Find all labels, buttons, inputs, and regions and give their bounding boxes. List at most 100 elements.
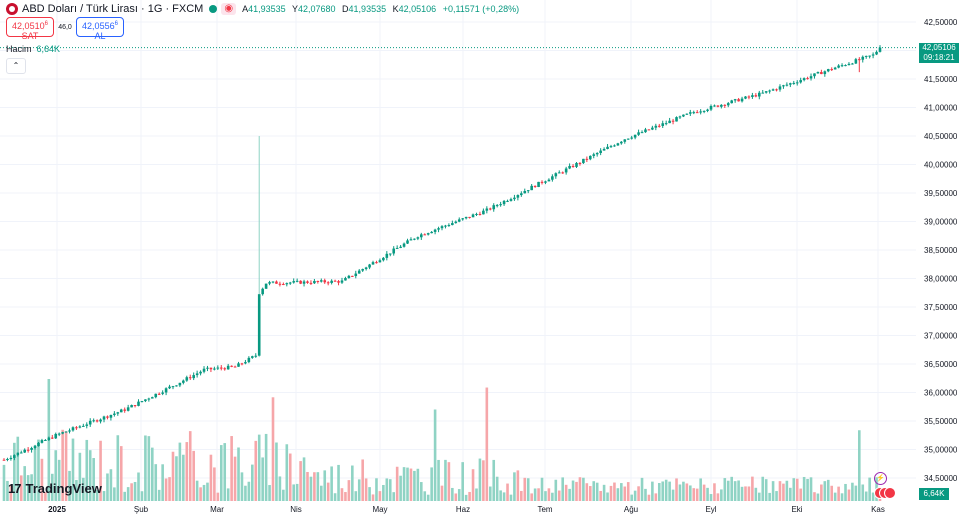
candle-body xyxy=(540,181,544,183)
candle-body xyxy=(71,427,75,431)
candle-body xyxy=(761,92,765,94)
volume-bar xyxy=(71,438,75,501)
time-tick-label: Tem xyxy=(537,505,552,514)
candle-body xyxy=(171,386,175,388)
volume-bar xyxy=(451,487,454,501)
volume-bar xyxy=(82,477,85,501)
volume-bar xyxy=(502,492,506,501)
volume-bar xyxy=(588,486,592,501)
volume-bar xyxy=(830,485,834,501)
candle-body xyxy=(630,137,633,139)
volume-bar xyxy=(399,475,402,501)
candle-body xyxy=(654,125,658,128)
candle-body xyxy=(102,416,106,420)
candle-body xyxy=(164,388,168,393)
volume-bars xyxy=(2,379,882,501)
candle-body xyxy=(406,240,409,244)
volume-value: 6,64K xyxy=(36,44,61,54)
candle-body xyxy=(144,399,147,402)
volume-bar xyxy=(85,439,89,501)
economic-events-icon[interactable] xyxy=(874,487,896,499)
volume-bar xyxy=(795,478,799,501)
volume-bar xyxy=(654,493,658,501)
volume-bar xyxy=(657,483,661,501)
volume-bar xyxy=(154,464,158,501)
sell-button[interactable]: 42,05106 SAT xyxy=(6,17,54,41)
candle-body xyxy=(240,363,244,365)
candle-body xyxy=(657,125,661,127)
candle-body xyxy=(606,146,609,149)
volume-bar xyxy=(723,478,727,501)
candle-body xyxy=(161,392,164,394)
volume-bar xyxy=(630,494,633,501)
volume-bar xyxy=(385,478,389,501)
volume-bar xyxy=(388,479,392,501)
candle-body xyxy=(833,67,837,70)
sell-price: 42,0510 xyxy=(12,21,45,31)
volume-bar xyxy=(392,492,396,501)
volume-bar xyxy=(19,475,23,501)
volume-bar xyxy=(192,450,195,501)
volume-bar xyxy=(495,476,499,501)
candle-body xyxy=(402,243,406,247)
volume-bar xyxy=(702,484,706,501)
candle-body xyxy=(251,356,254,358)
volume-bar xyxy=(582,477,585,501)
candle-body xyxy=(516,195,520,198)
candle-body xyxy=(585,158,589,160)
volume-bar xyxy=(537,488,540,501)
candle-body xyxy=(213,368,216,370)
volume-bar xyxy=(775,491,778,501)
candle-body xyxy=(495,205,499,207)
volume-bar xyxy=(637,486,640,501)
volume-bar xyxy=(561,477,565,501)
candle-body xyxy=(309,282,313,284)
volume-bar xyxy=(413,470,416,501)
eye-icon[interactable]: ◉ xyxy=(221,3,237,15)
price-tick-label: 35,00000 xyxy=(924,446,958,455)
volume-bar xyxy=(337,464,340,501)
candle-body xyxy=(575,162,578,167)
candle-body xyxy=(661,123,665,126)
volume-bar xyxy=(61,429,64,501)
symbol-title[interactable]: ABD Doları / Türk Lirası · 1G · FXCM xyxy=(22,3,204,15)
flash-icon[interactable]: ⚡ xyxy=(874,472,887,485)
candle-body xyxy=(306,281,309,283)
candle-body xyxy=(861,56,865,60)
volume-bar xyxy=(871,492,875,501)
volume-bar xyxy=(175,456,178,501)
candle-body xyxy=(789,83,792,85)
candle-body xyxy=(854,59,858,64)
candle-body xyxy=(85,424,89,426)
volume-bar xyxy=(609,485,613,501)
tradingview-logo[interactable]: 17 TradingView xyxy=(8,481,102,496)
candle-body xyxy=(199,371,202,374)
candle-body xyxy=(347,275,351,279)
candle-body xyxy=(437,228,440,230)
candle-body xyxy=(844,65,847,67)
candle-body xyxy=(737,99,740,102)
volume-bar xyxy=(106,473,109,501)
volume-bar xyxy=(371,494,375,501)
volume-bar xyxy=(2,464,6,501)
candle-body xyxy=(440,226,444,229)
candle-body xyxy=(502,200,506,205)
volume-legend: Hacim 6,64K xyxy=(6,44,60,54)
volume-bar xyxy=(16,436,20,501)
volume-bar xyxy=(837,486,840,501)
volume-bar xyxy=(751,476,754,501)
candle-body xyxy=(571,165,575,167)
volume-bar xyxy=(426,494,430,501)
volume-bar xyxy=(185,442,189,501)
time-tick-label: Kas xyxy=(871,505,885,514)
buy-button[interactable]: 42,05566 AL xyxy=(76,17,124,41)
candle-body xyxy=(192,375,195,379)
collapse-legend-button[interactable]: ⌃ xyxy=(6,58,26,74)
volume-bar xyxy=(695,488,699,501)
ohlc-change: +0,11571 (+0,28%) xyxy=(442,4,520,14)
volume-bar xyxy=(313,472,316,501)
candle-body xyxy=(582,158,585,164)
time-tick-label: 2025 xyxy=(48,505,66,514)
candle-body xyxy=(482,210,485,215)
